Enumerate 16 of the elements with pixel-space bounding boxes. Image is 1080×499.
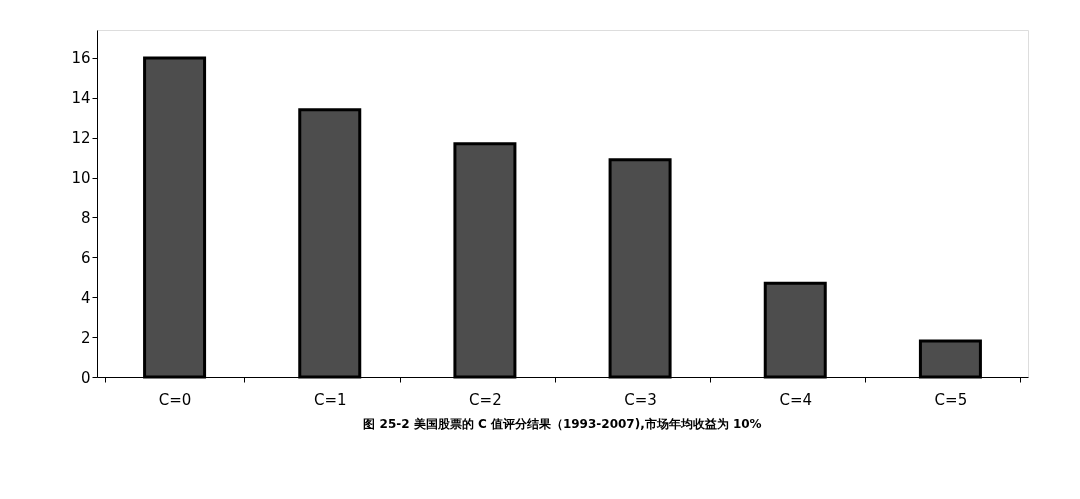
x-tick-label: C=2 (469, 390, 502, 409)
x-tick-label: C=0 (158, 390, 192, 409)
y-tick-label: 4 (80, 288, 91, 307)
x-tick-label: C=5 (934, 390, 968, 409)
y-tick-label: 16 (71, 49, 91, 68)
y-tick-label: 10 (71, 169, 91, 188)
y-tick-label: 8 (80, 208, 91, 227)
y-tick-label: 2 (80, 328, 91, 347)
y-tick-label: 0 (80, 368, 91, 387)
text: 图 25-2 美国股票的 C 值评分结果（1993-2007),市场年均收益为 10% (363, 417, 762, 431)
y-tick-label: 12 (71, 129, 91, 148)
x-tick-label: C=1 (313, 390, 347, 409)
y-tick-label: 6 (80, 248, 91, 267)
y-tick-label: 14 (71, 89, 91, 108)
x-tick-label: C=3 (624, 390, 657, 409)
x-tick-label: C=4 (779, 390, 813, 409)
